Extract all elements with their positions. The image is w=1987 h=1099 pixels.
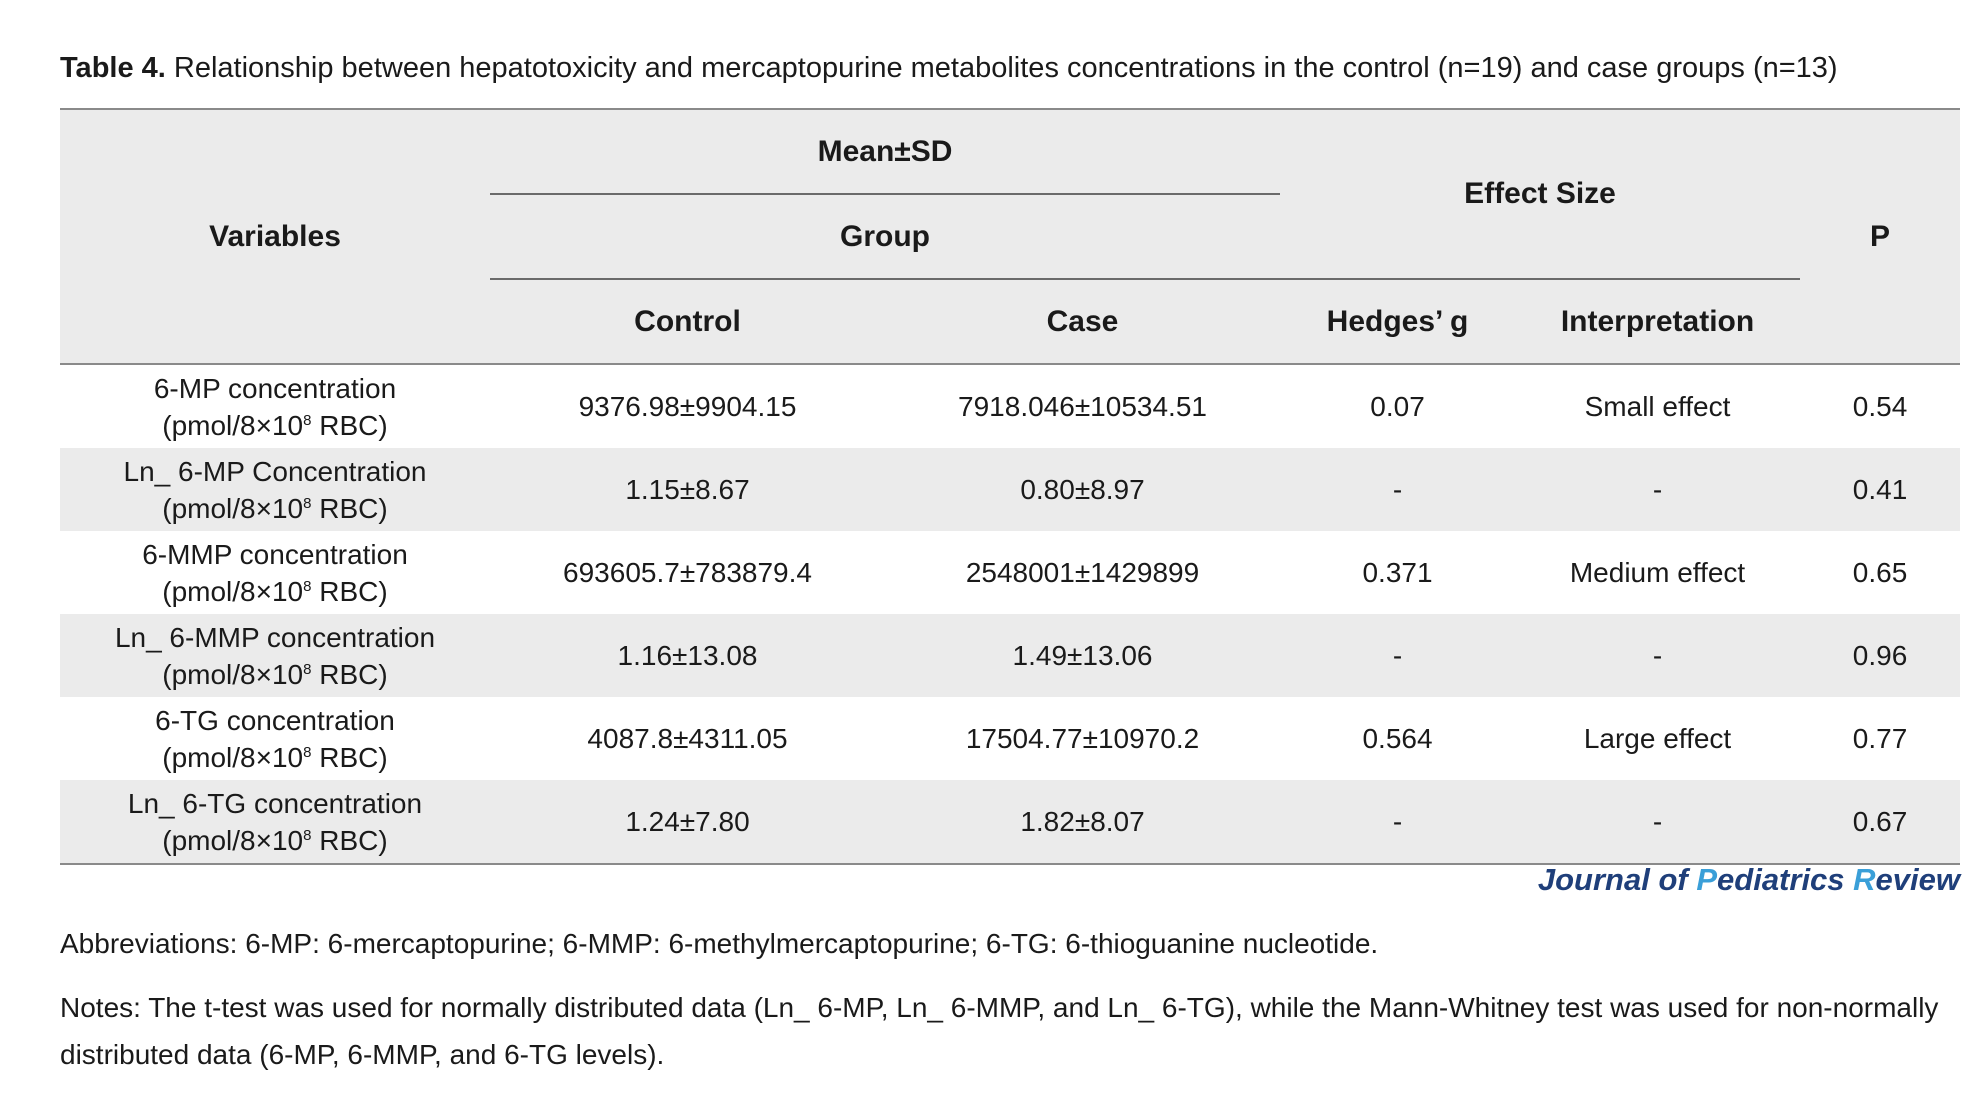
header-interpretation: Interpretation <box>1515 278 1801 365</box>
header-case: Case <box>885 278 1281 365</box>
cell-interpretation: Large effect <box>1583 723 1732 754</box>
header-hedges-g: Hedges’ g <box>1280 278 1516 365</box>
cell-hedges-g: 0.371 <box>1362 557 1433 588</box>
cell-variable: 6-MP concentration (pmol/8×108 RBC) <box>153 372 397 441</box>
header-control: Control <box>490 278 885 365</box>
cell-case: 2548001±1429899 <box>965 557 1200 588</box>
cell-control: 9376.98±9904.15 <box>578 391 797 422</box>
cell-case: 1.49±13.06 <box>885 614 1281 697</box>
cell-hedges-g: - <box>1280 614 1516 697</box>
cell-interpretation: - <box>1515 780 1801 865</box>
header-variables: Variables <box>60 108 490 365</box>
cell-hedges-g: - <box>1280 780 1516 865</box>
table-caption: Table 4. Relationship between hepatotoxi… <box>60 50 1960 86</box>
cell-control: 693605.7±783879.4 <box>563 557 812 588</box>
cell-case: 17504.77±10970.2 <box>965 723 1200 754</box>
statistical-notes: Notes: The t-test was used for normally … <box>60 992 1939 1070</box>
header-effect-size: Effect Size <box>1280 108 1801 279</box>
table-row: 6-TG concentration (pmol/8×108 RBC) 4087.… <box>60 697 1960 780</box>
cell-p: 0.67 <box>1800 780 1961 865</box>
cell-variable: Ln_ 6-MP Concentration (pmol/8×108 RBC) <box>60 448 490 531</box>
cell-interpretation: Medium effect <box>1569 557 1746 588</box>
cell-hedges-g: 0.564 <box>1362 723 1433 754</box>
header-group: Group <box>490 193 1281 279</box>
cell-case: 1.82±8.07 <box>885 780 1281 865</box>
cell-variable: Ln_ 6-MMP concentration (pmol/8×108 RBC) <box>60 614 490 697</box>
cell-interpretation: Small effect <box>1584 391 1731 422</box>
cell-interpretation: - <box>1515 614 1801 697</box>
cell-control: 1.24±7.80 <box>490 780 885 865</box>
table-label: Table 4. <box>60 52 166 84</box>
table-row: Ln_ 6-TG concentration (pmol/8×108 RBC) 1… <box>60 780 1961 865</box>
cell-p: 0.65 <box>1852 557 1908 588</box>
cell-hedges-g: - <box>1280 448 1516 531</box>
cell-p: 0.41 <box>1800 448 1961 531</box>
cell-control: 1.16±13.08 <box>490 614 885 697</box>
cell-variable: 6-MMP concentration (pmol/8×108 RBC) <box>142 538 408 607</box>
cell-p: 0.54 <box>1852 391 1908 422</box>
header-mean-sd: Mean±SD <box>490 108 1281 194</box>
table-body: 6-MP concentration (pmol/8×108 RBC) 9376.… <box>60 364 1961 865</box>
table-row: Ln_ 6-MMP concentration (pmol/8×108 RBC) … <box>60 614 1961 697</box>
results-table: Variables Mean±SD Effect Size P Group Co… <box>60 108 1961 865</box>
cell-p: 0.96 <box>1800 614 1961 697</box>
cell-control: 4087.8±4311.05 <box>587 723 788 754</box>
cell-case: 7918.046±10534.51 <box>958 391 1207 422</box>
cell-case: 0.80±8.97 <box>885 448 1281 531</box>
table-row: Ln_ 6-MP Concentration (pmol/8×108 RBC) 1… <box>60 448 1961 531</box>
cell-interpretation: - <box>1515 448 1801 531</box>
cell-control: 1.15±8.67 <box>490 448 885 531</box>
header-p: P <box>1800 108 1961 365</box>
cell-p: 0.77 <box>1852 723 1908 754</box>
cell-variable: 6-TG concentration (pmol/8×108 RBC) <box>155 704 395 773</box>
cell-hedges-g: 0.07 <box>1370 391 1425 422</box>
abbreviations-note: Abbreviations: 6-MP: 6-mercaptopurine; 6… <box>60 928 1379 959</box>
journal-logo: Journal of Pediatrics Review <box>1537 862 1960 897</box>
cell-variable: Ln_ 6-TG concentration (pmol/8×108 RBC) <box>60 780 490 865</box>
table-row: 6-MP concentration (pmol/8×108 RBC) 9376.… <box>60 364 1960 448</box>
caption-text: Relationship between hepatotoxicity and … <box>165 52 1838 84</box>
table-row: 6-MMP concentration (pmol/8×108 RBC) 6936… <box>60 531 1960 614</box>
